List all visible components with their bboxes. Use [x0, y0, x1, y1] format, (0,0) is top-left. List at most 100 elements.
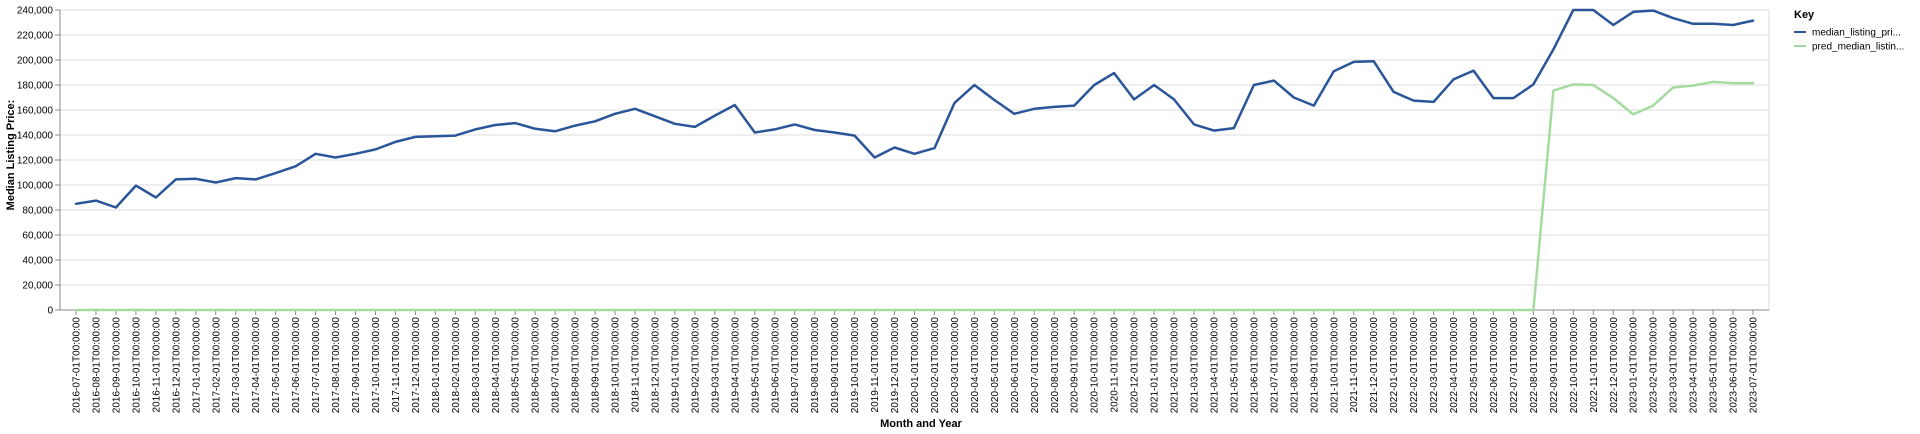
x-tick-label: 2018-07-01T00:00:00 [551, 317, 562, 414]
x-tick-label: 2017-09-01T00:00:00 [351, 317, 362, 414]
x-tick-label: 2021-01-01T00:00:00 [1150, 317, 1161, 414]
x-tick-label: 2022-12-01T00:00:00 [1609, 317, 1620, 414]
x-tick-label: 2017-06-01T00:00:00 [291, 317, 302, 414]
x-tick-label: 2020-12-01T00:00:00 [1130, 317, 1141, 414]
x-tick-label: 2022-04-01T00:00:00 [1449, 317, 1460, 414]
x-tick-label: 2017-11-01T00:00:00 [391, 317, 402, 413]
x-tick-label: 2021-05-01T00:00:00 [1229, 317, 1240, 414]
y-tick-label: 80,000 [22, 206, 53, 217]
x-tick-label: 2016-10-01T00:00:00 [131, 317, 142, 414]
series-line-1 [74, 8, 1755, 209]
x-axis: 2016-07-01T00:00:00 2016-08-01T00:00:00 20… [60, 309, 1769, 414]
x-tick-label: 2023-06-01T00:00:00 [1729, 317, 1740, 414]
x-tick-label: 2022-01-01T00:00:00 [1389, 317, 1400, 414]
y-tick-label: 160,000 [17, 106, 54, 117]
x-tick-label: 2023-02-01T00:00:00 [1649, 317, 1660, 414]
x-tick-label: 2017-04-01T00:00:00 [251, 317, 262, 414]
x-tick-label: 2017-12-01T00:00:00 [411, 317, 422, 414]
x-tick-label: 2021-02-01T00:00:00 [1170, 317, 1181, 414]
x-tick-label: 2017-08-01T00:00:00 [331, 317, 342, 414]
plot-area [74, 8, 1755, 312]
x-tick-label: 2021-04-01T00:00:00 [1209, 317, 1220, 414]
x-tick-label: 2018-04-01T00:00:00 [491, 317, 502, 414]
x-tick-label: 2021-12-01T00:00:00 [1369, 317, 1380, 414]
x-tick-label: 2016-12-01T00:00:00 [171, 317, 182, 414]
y-tick-label: 240,000 [17, 6, 54, 17]
x-tick-label: 2019-10-01T00:00:00 [850, 317, 861, 414]
x-tick-label: 2019-07-01T00:00:00 [790, 317, 801, 414]
x-tick-label: 2019-11-01T00:00:00 [870, 317, 881, 413]
x-tick-label: 2018-11-01T00:00:00 [631, 317, 642, 413]
x-tick-label: 2018-01-01T00:00:00 [431, 317, 442, 414]
x-tick-label: 2022-03-01T00:00:00 [1429, 317, 1440, 414]
x-tick-label: 2020-07-01T00:00:00 [1030, 317, 1041, 414]
x-tick-label: 2018-10-01T00:00:00 [611, 317, 622, 414]
x-tick-label: 2021-03-01T00:00:00 [1190, 317, 1201, 414]
x-tick-label: 2022-09-01T00:00:00 [1549, 317, 1560, 414]
x-tick-label: 2019-08-01T00:00:00 [810, 317, 821, 414]
y-tick-label: 100,000 [17, 181, 54, 192]
x-tick-label: 2022-11-01T00:00:00 [1589, 317, 1600, 413]
y-tick-label: 20,000 [22, 281, 53, 292]
x-tick-label: 2017-02-01T00:00:00 [211, 317, 222, 414]
y-tick-label: 180,000 [17, 81, 54, 92]
x-tick-label: 2020-11-01T00:00:00 [1110, 317, 1121, 413]
x-tick-label: 2019-03-01T00:00:00 [710, 317, 721, 414]
x-tick-label: 2020-03-01T00:00:00 [950, 317, 961, 414]
x-tick-label: 2018-05-01T00:00:00 [511, 317, 522, 414]
x-tick-label: 2019-09-01T00:00:00 [830, 317, 841, 414]
x-tick-label: 2023-01-01T00:00:00 [1629, 317, 1640, 414]
x-tick-label: 2017-07-01T00:00:00 [311, 317, 322, 414]
x-tick-label: 2019-06-01T00:00:00 [770, 317, 781, 414]
y-tick-label: 220,000 [17, 31, 54, 42]
x-tick-label: 2018-09-01T00:00:00 [591, 317, 602, 414]
x-axis-title: Month and Year [880, 418, 962, 430]
y-tick-label: 0 [47, 306, 53, 317]
y-tick-label: 140,000 [17, 131, 54, 142]
y-tick-label: 60,000 [22, 231, 53, 242]
x-tick-label: 2022-07-01T00:00:00 [1509, 317, 1520, 414]
x-tick-label: 2021-09-01T00:00:00 [1309, 317, 1320, 414]
x-tick-label: 2021-06-01T00:00:00 [1249, 317, 1260, 414]
x-tick-label: 2018-12-01T00:00:00 [650, 317, 661, 414]
x-tick-label: 2020-05-01T00:00:00 [990, 317, 1001, 414]
x-tick-label: 2020-10-01T00:00:00 [1090, 317, 1101, 414]
x-tick-label: 2020-08-01T00:00:00 [1050, 317, 1061, 414]
x-tick-label: 2022-08-01T00:00:00 [1529, 317, 1540, 414]
x-tick-label: 2016-09-01T00:00:00 [111, 317, 122, 414]
x-tick-label: 2023-07-01T00:00:00 [1749, 317, 1760, 414]
legend-title: Key [1794, 9, 1815, 21]
x-tick-label: 2019-02-01T00:00:00 [690, 317, 701, 414]
x-tick-label: 2018-08-01T00:00:00 [571, 317, 582, 414]
x-tick-label: 2021-10-01T00:00:00 [1329, 317, 1340, 414]
x-tick-label: 2022-05-01T00:00:00 [1469, 317, 1480, 414]
x-tick-label: 2023-05-01T00:00:00 [1709, 317, 1720, 414]
x-tick-label: 2021-08-01T00:00:00 [1289, 317, 1300, 414]
x-tick-label: 2021-07-01T00:00:00 [1269, 317, 1280, 414]
x-tick-label: 2020-01-01T00:00:00 [910, 317, 921, 414]
series-line-2 [74, 80, 1755, 312]
x-tick-label: 2021-11-01T00:00:00 [1349, 317, 1360, 413]
legend-label: median_listing_pri... [1812, 28, 1901, 39]
x-tick-label: 2020-02-01T00:00:00 [930, 317, 941, 414]
x-tick-label: 2023-03-01T00:00:00 [1669, 317, 1680, 414]
x-tick-label: 2019-05-01T00:00:00 [750, 317, 761, 414]
x-tick-label: 2017-05-01T00:00:00 [271, 317, 282, 414]
x-tick-label: 2016-11-01T00:00:00 [151, 317, 162, 413]
y-tick-label: 40,000 [22, 256, 53, 267]
x-tick-label: 2019-12-01T00:00:00 [890, 317, 901, 414]
y-axis: 0 20,000 40,000 60,000 80,000 100,000 120,000 1… [17, 6, 61, 317]
x-tick-label: 2020-09-01T00:00:00 [1070, 317, 1081, 414]
y-axis-title: Median Listing Price: [5, 100, 17, 211]
x-tick-label: 2017-01-01T00:00:00 [191, 317, 202, 414]
x-tick-label: 2016-07-01T00:00:00 [72, 317, 83, 414]
x-tick-label: 2017-10-01T00:00:00 [371, 317, 382, 414]
gridlines [59, 9, 1770, 311]
x-tick-label: 2023-04-01T00:00:00 [1689, 317, 1700, 414]
x-tick-label: 2016-08-01T00:00:00 [91, 317, 102, 414]
x-tick-label: 2019-01-01T00:00:00 [670, 317, 681, 414]
x-tick-label: 2018-02-01T00:00:00 [451, 317, 462, 414]
y-tick-label: 120,000 [17, 156, 54, 167]
x-tick-label: 2018-03-01T00:00:00 [471, 317, 482, 414]
